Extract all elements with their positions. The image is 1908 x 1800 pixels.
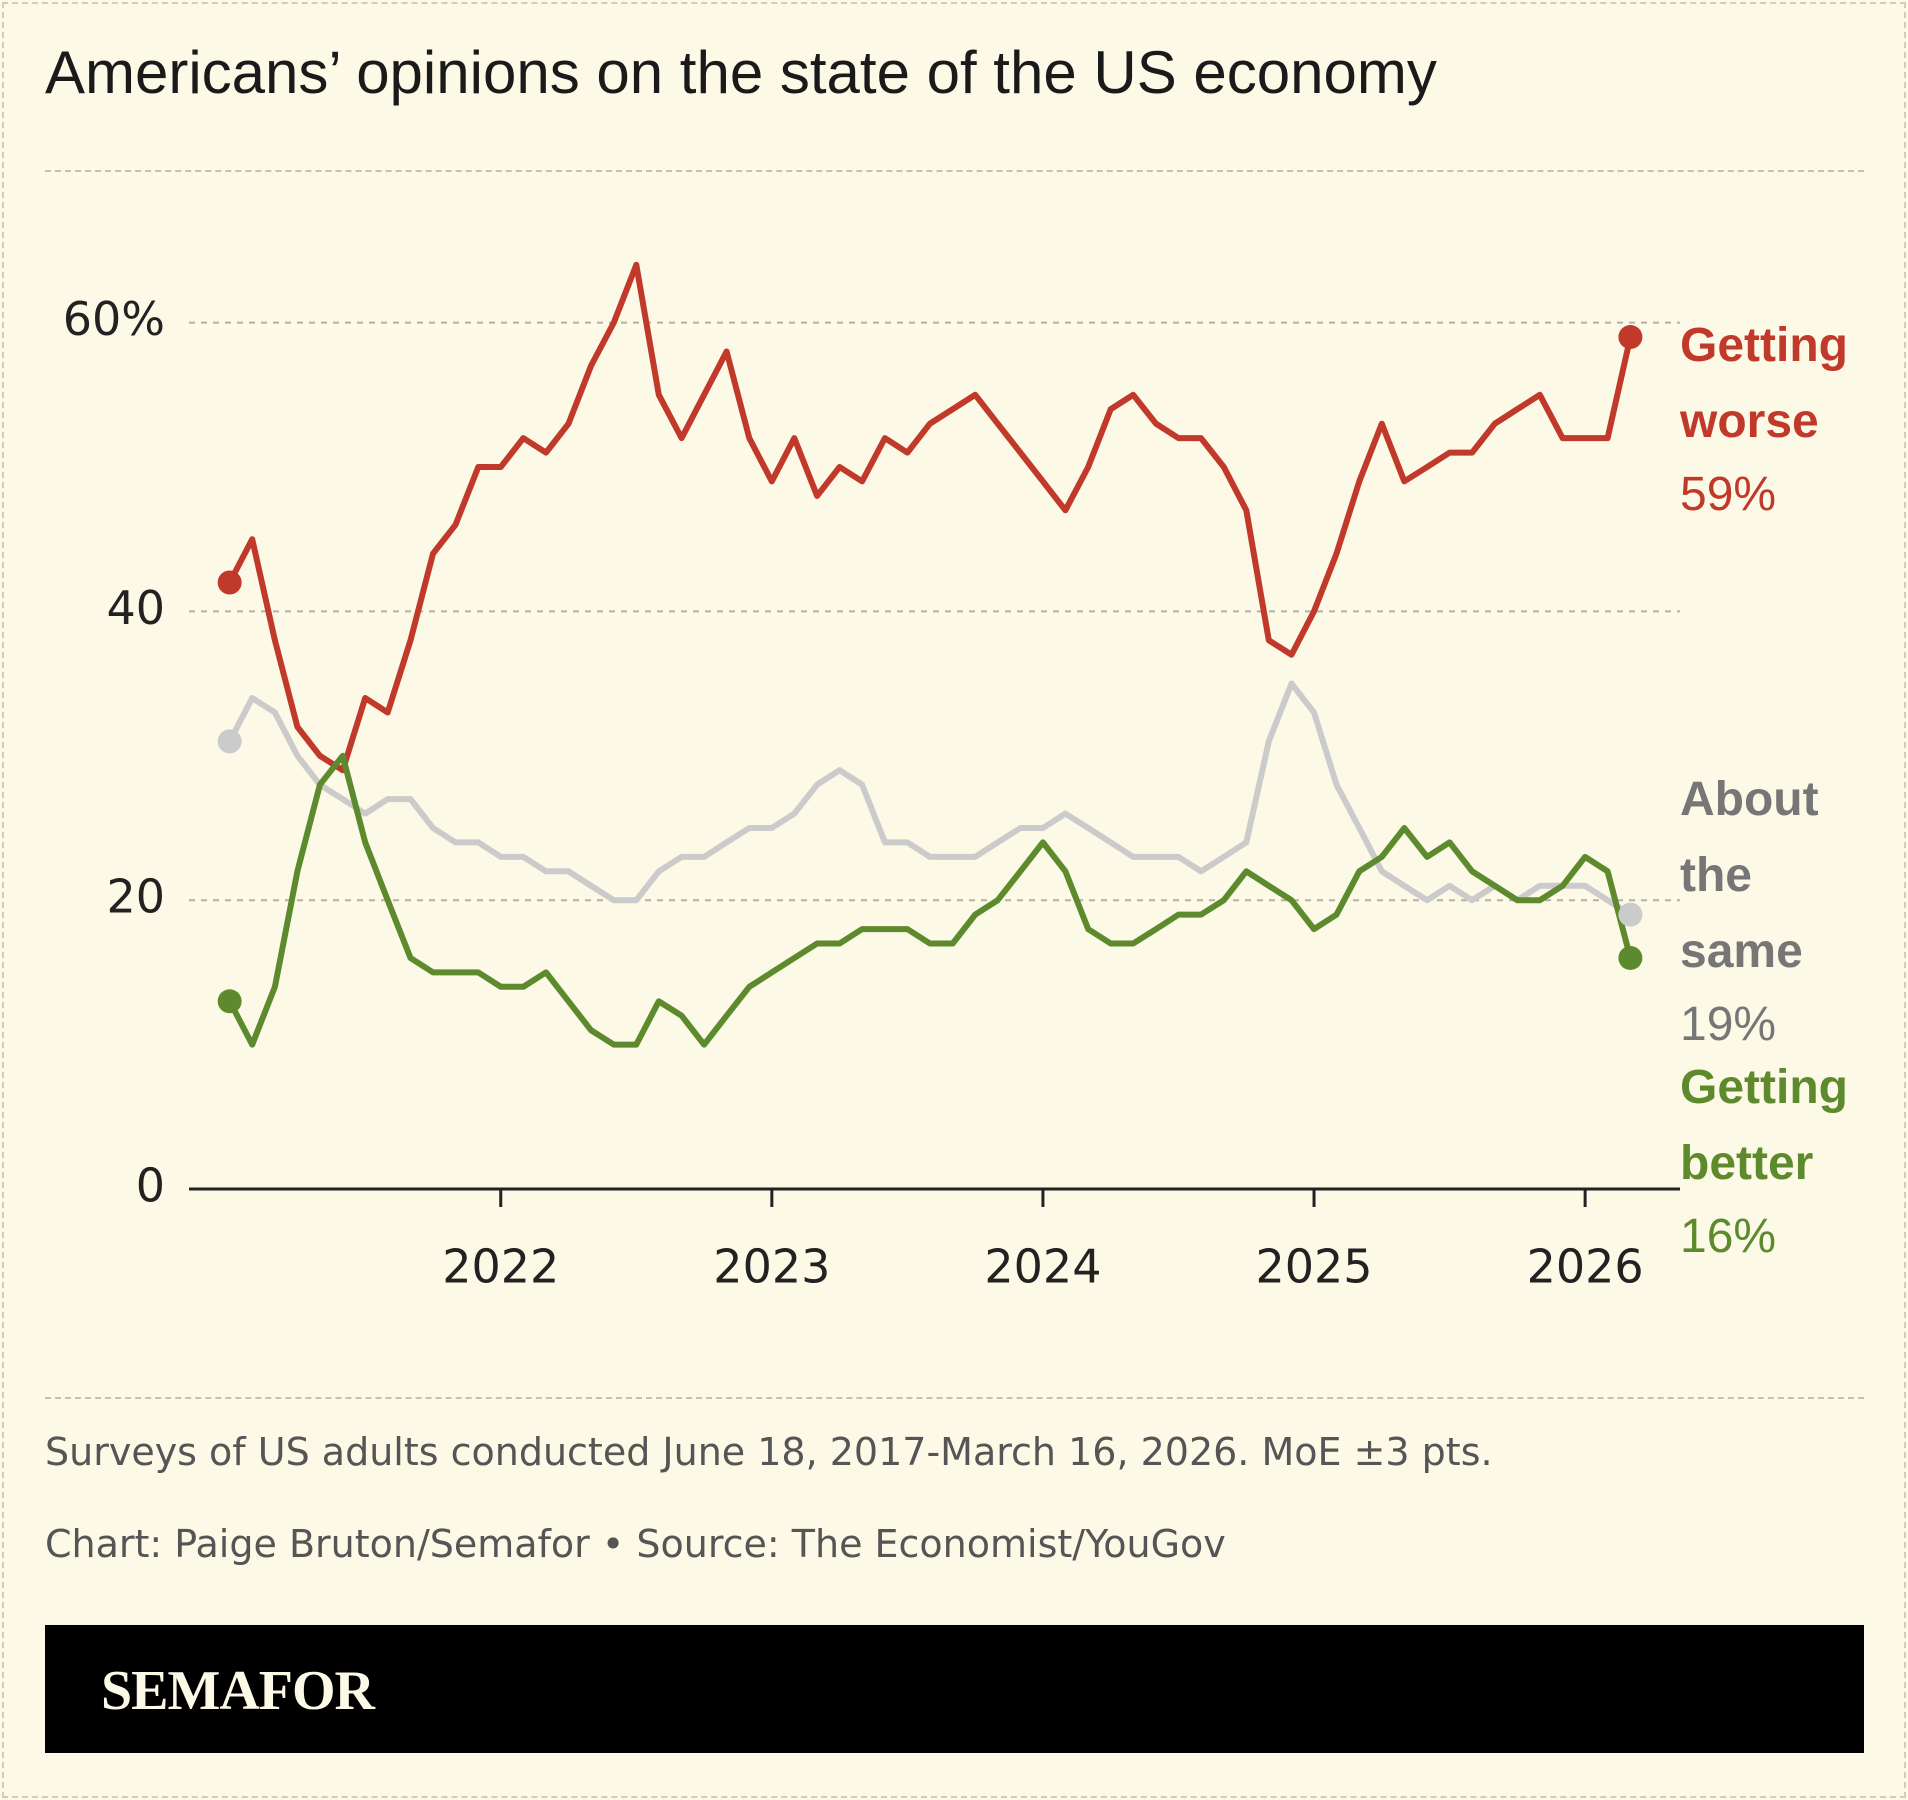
y-tick-label: 40 xyxy=(106,581,165,635)
credit: Chart: Paige Bruton/Semafor • Source: Th… xyxy=(45,1522,1226,1566)
series-label: Getting worse 59% xyxy=(1680,308,1880,530)
end-dot xyxy=(1618,945,1643,970)
series-label: Getting better 16% xyxy=(1680,1050,1880,1272)
chart-title: Americans’ opinions on the state of the … xyxy=(45,39,1437,106)
legend-entry: Getting worse xyxy=(1680,319,1848,448)
series-line xyxy=(227,680,1633,918)
series-line xyxy=(227,752,1634,1048)
value-label: 19% xyxy=(1680,998,1777,1051)
series-label: About the same 19% xyxy=(1680,762,1880,1060)
chart: 0 20 40 60% 2022 2023 2024 2025 2026 xyxy=(63,261,1680,1294)
x-tick-label: 2023 xyxy=(713,1240,830,1294)
y-tick-label: 60% xyxy=(63,292,165,346)
end-dot xyxy=(217,729,242,754)
y-tick-label: 0 xyxy=(136,1159,165,1213)
divider xyxy=(45,170,1864,172)
value-label: 59% xyxy=(1680,468,1777,521)
brand: SEMAFOR xyxy=(101,1660,375,1722)
x-tick-label: 2022 xyxy=(442,1240,559,1294)
value-label: 16% xyxy=(1680,1210,1777,1263)
x-tick-label: 2026 xyxy=(1527,1240,1644,1294)
series-line xyxy=(227,261,1634,774)
legend-entry: Getting better xyxy=(1680,1061,1848,1190)
end-dot xyxy=(1618,325,1643,350)
y-tick-label: 20 xyxy=(106,870,165,924)
legend-entry: About the same xyxy=(1680,773,1819,978)
x-tick-label: 2025 xyxy=(1255,1240,1372,1294)
x-tick-label: 2024 xyxy=(984,1240,1101,1294)
brand-bar: SEMAFOR xyxy=(45,1625,1864,1753)
end-dot xyxy=(217,570,242,595)
end-dot xyxy=(217,989,242,1014)
end-dot xyxy=(1618,902,1643,927)
caption: Surveys of US adults conducted June 18, … xyxy=(45,1430,1493,1474)
divider xyxy=(45,1397,1864,1399)
